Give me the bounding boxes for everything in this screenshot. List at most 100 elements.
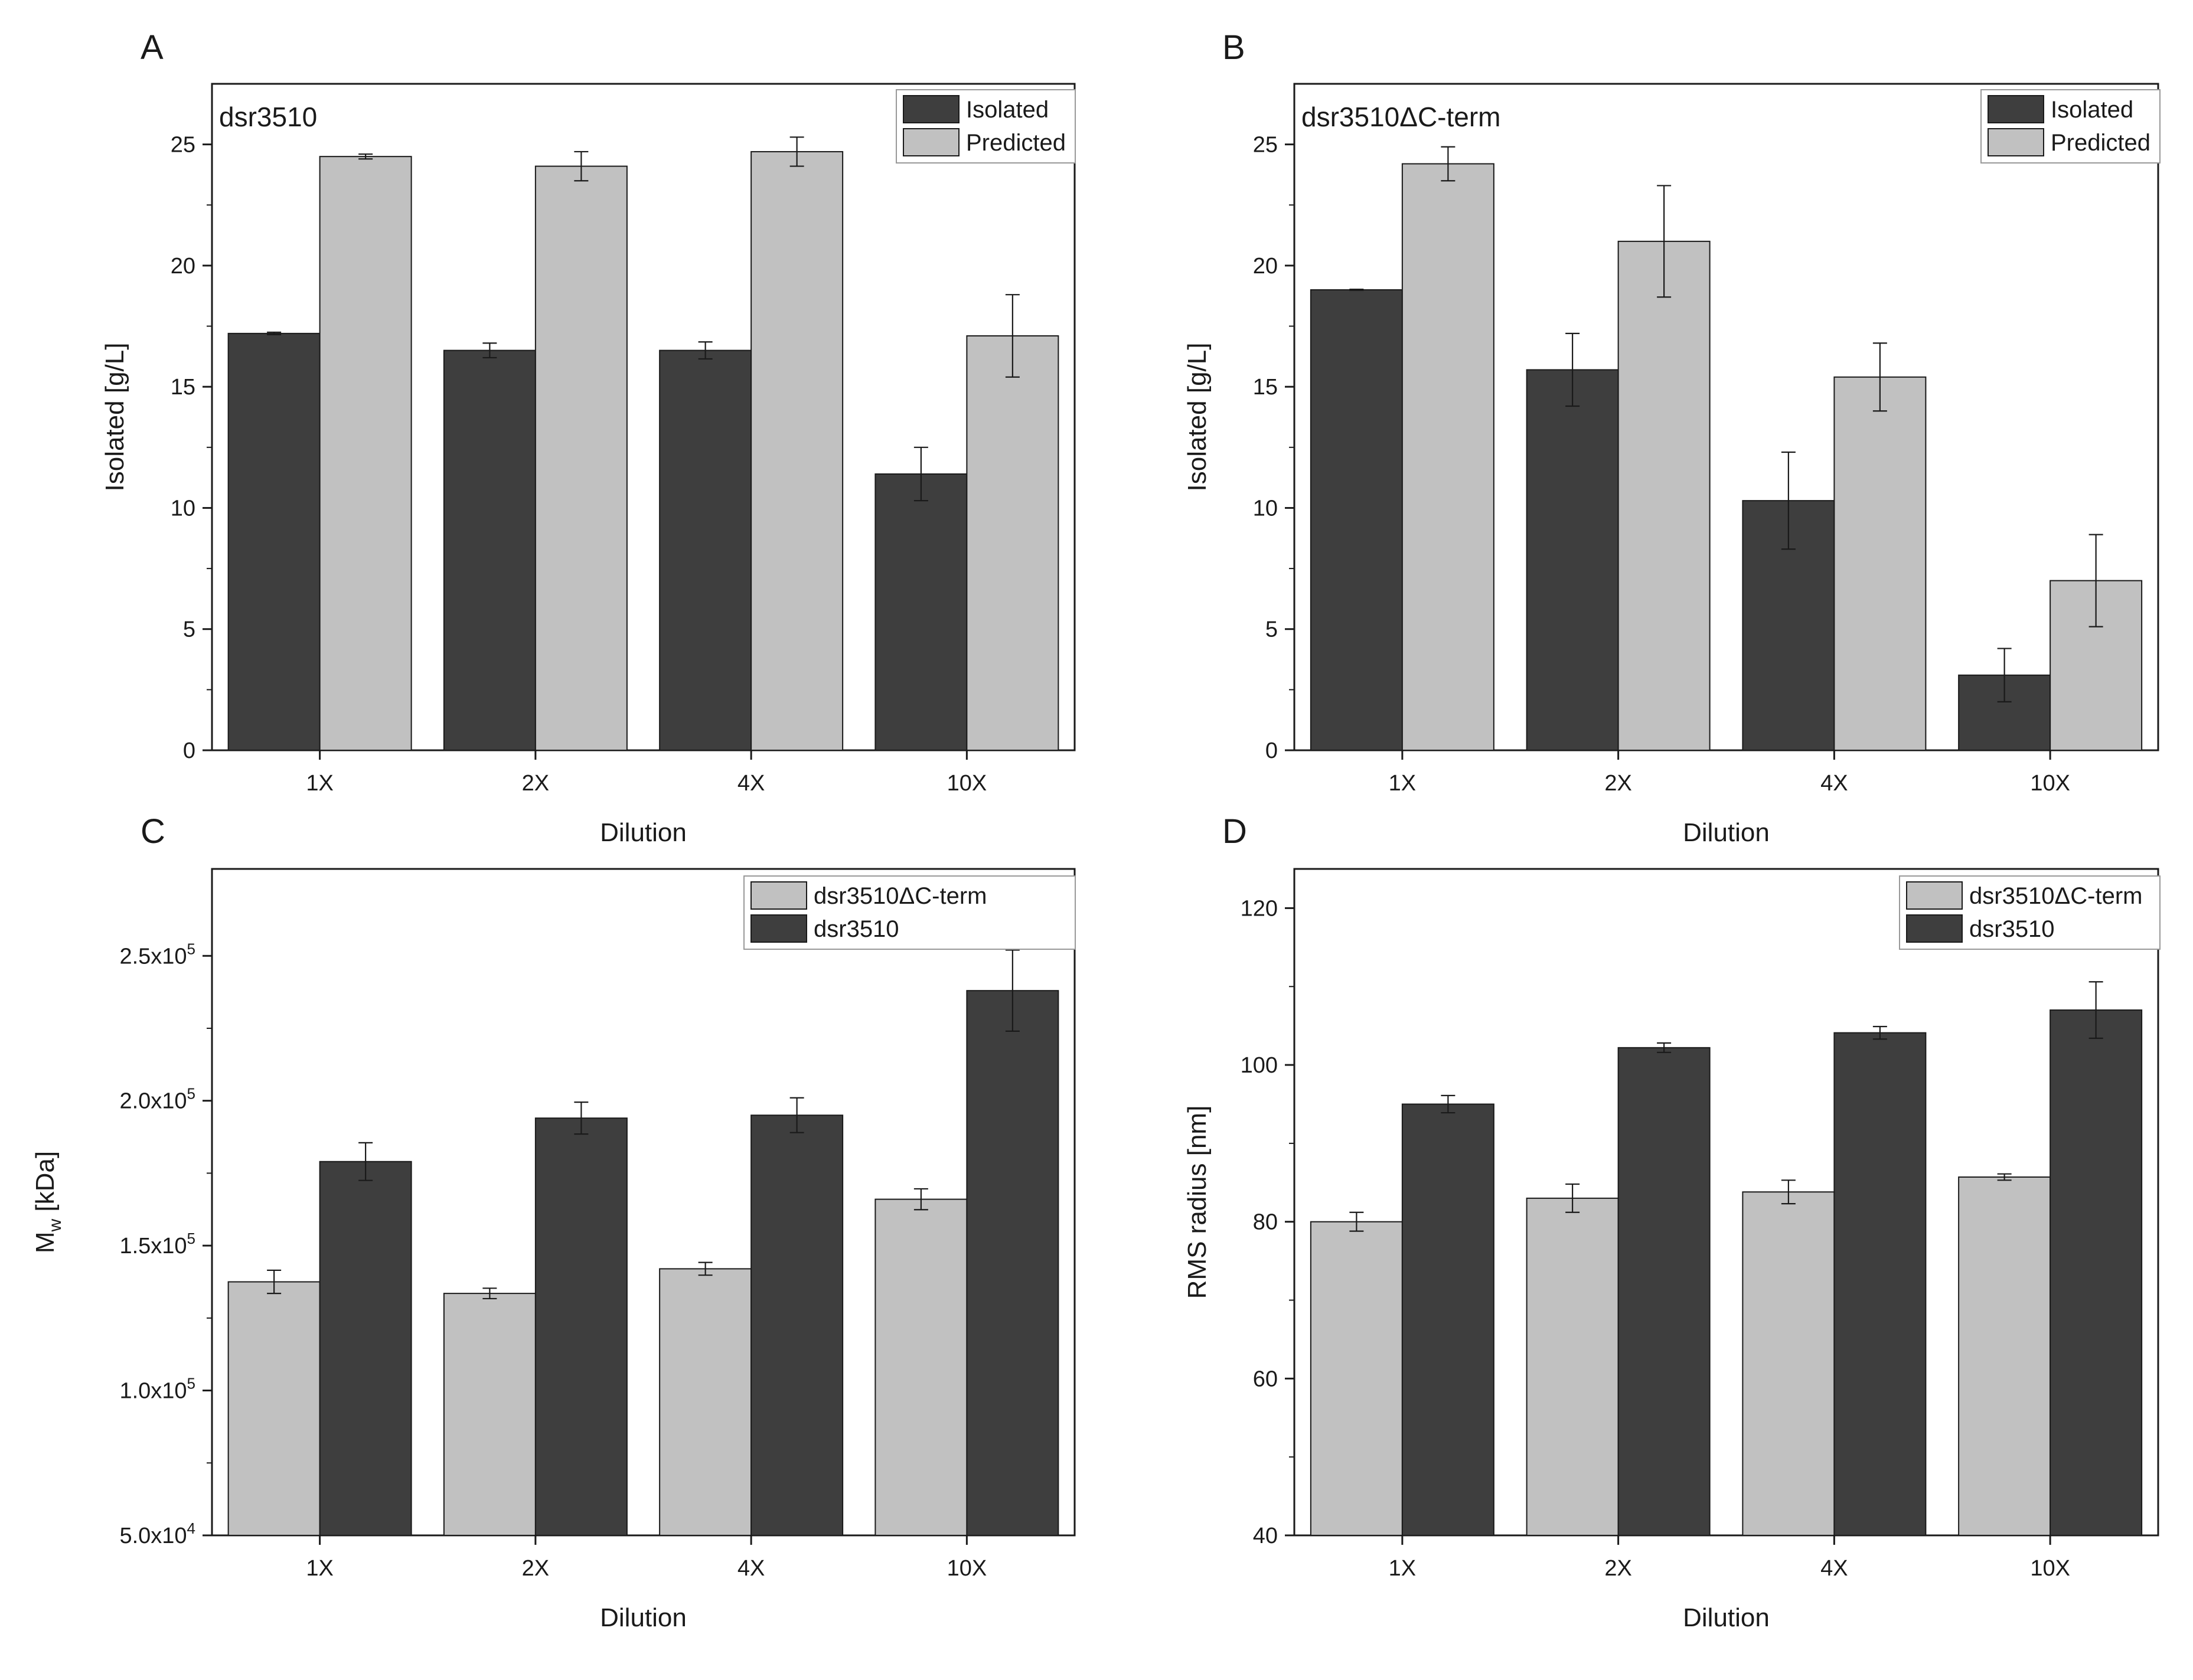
error-bar (267, 331, 282, 336)
legend-swatch (1988, 128, 2044, 156)
x-tick-label: 10X (947, 1556, 987, 1581)
legend-label: Isolated (2051, 97, 2133, 123)
y-tick-label: 1.0x105 (119, 1375, 195, 1404)
inset-title: dsr3510ΔC-term (1301, 102, 1501, 132)
error-bar (574, 151, 589, 182)
y-tick-label: 20 (171, 254, 195, 279)
y-axis-title-main: Isolated [g/L] (1183, 343, 1212, 492)
y-tick-mantissa: 2.0x10 (119, 1089, 187, 1114)
x-tick-label: 4X (1820, 1556, 1848, 1581)
legend: dsr3510ΔC-term dsr3510 (743, 875, 1076, 950)
bar-dsr3510-4x (1833, 1032, 1927, 1536)
y-tick-exponent: 5 (187, 940, 195, 957)
legend-swatch (903, 95, 960, 123)
x-tick-label: 1X (1389, 1556, 1416, 1581)
x-tick-label: 1X (306, 1556, 333, 1581)
y-axis-title: Mw [kDa] (31, 1151, 65, 1253)
y-tick-label: 1.5x105 (119, 1230, 195, 1259)
bar-dsr3510-10x (966, 990, 1059, 1536)
bar-predicted-2x (534, 165, 628, 751)
legend-label: dsr3510 (1969, 916, 2055, 942)
error-bar (1781, 1179, 1796, 1205)
legend-label: Predicted (966, 130, 1066, 156)
y-tick-label: 5 (183, 617, 195, 642)
x-tick-label: 10X (947, 771, 987, 796)
x-axis-title: Dilution (1683, 1603, 1770, 1632)
error-bar (1441, 1094, 1456, 1114)
legend-swatch (1906, 881, 1963, 910)
legend-label: dsr3510ΔC-term (814, 883, 987, 909)
legend-swatch (750, 914, 807, 943)
x-axis-title: Dilution (1683, 818, 1770, 847)
y-axis-title-unit: [kDa] (31, 1151, 60, 1219)
plot-frame (1293, 868, 2159, 1537)
legend-swatch (1988, 95, 2044, 123)
x-tick-label: 1X (1389, 771, 1416, 796)
y-axis-title: RMS radius [nm] (1183, 1106, 1212, 1299)
y-tick-label: 0 (183, 738, 195, 763)
bar-dsr3510-2x (1617, 1047, 1711, 1536)
bar-dsr3510-2x (534, 1117, 628, 1536)
y-axis-title-main: M (31, 1231, 60, 1253)
bar-isolated-1x (227, 332, 321, 751)
error-bar (698, 341, 713, 360)
y-tick-label: 5.0x104 (119, 1519, 195, 1548)
legend-label: Predicted (2051, 130, 2150, 156)
error-bar (1997, 648, 2012, 702)
error-bar (574, 1102, 589, 1135)
x-axis: 1X 2X 4X 10X Dilution (1389, 1535, 2070, 1632)
y-tick-label: 60 (1253, 1367, 1278, 1391)
panel-b: B 1X 2X 4X 10X Dilution 0 5 10 15 20 25 Isolated [g/… (1183, 28, 2161, 847)
bar-isolated-2x (443, 349, 536, 751)
error-bar (482, 342, 497, 359)
y-tick-exponent: 4 (187, 1519, 195, 1537)
x-axis-title: Dilution (600, 1603, 687, 1632)
bar-dsr3510-c-term-10x (874, 1198, 968, 1536)
x-tick-label: 2X (1604, 771, 1631, 796)
bar-predicted-4x (750, 151, 844, 751)
legend-label: dsr3510 (814, 916, 899, 942)
error-bar (358, 153, 373, 160)
error-bar (358, 1142, 373, 1181)
y-tick-label: 20 (1253, 254, 1278, 279)
y-tick-label: 0 (1265, 738, 1278, 763)
x-tick-label: 2X (522, 771, 549, 796)
panel-letter: C (141, 812, 165, 851)
panel-d: D 1X 2X 4X 10X Dilution 40 60 80 100 120 RMS radius… (1183, 812, 2161, 1632)
error-bar (1565, 332, 1580, 407)
legend-label: dsr3510ΔC-term (1969, 883, 2142, 909)
y-axis: 0 5 10 15 20 25 Isolated [g/L] (100, 133, 212, 763)
error-bar (1441, 146, 1456, 182)
y-tick-label: 40 (1253, 1524, 1278, 1548)
bar-dsr3510-4x (750, 1114, 844, 1536)
bar-predicted-1x (319, 156, 412, 751)
error-bar (789, 136, 804, 167)
bar-predicted-2x (1617, 240, 1711, 751)
bar-dsr3510-c-term-4x (1742, 1191, 1835, 1536)
x-tick-label: 4X (737, 1556, 765, 1581)
bar-predicted-4x (1833, 376, 1927, 751)
x-axis: 1X 2X 4X 10X Dilution (306, 750, 987, 847)
y-tick-label: 100 (1241, 1053, 1278, 1078)
panel-letter: A (141, 28, 164, 67)
bar-dsr3510-c-term-10x (1958, 1176, 2051, 1536)
legend: Isolated Predicted (1980, 89, 2161, 164)
error-bar (1005, 949, 1020, 1032)
panel-letter: D (1222, 812, 1247, 851)
y-tick-label: 25 (1253, 133, 1278, 158)
error-bar (1349, 289, 1364, 291)
plot-frame (211, 868, 1076, 1537)
bar-dsr3510-c-term-4x (659, 1268, 752, 1536)
bar-isolated-2x (1526, 369, 1619, 751)
y-tick-label: 25 (171, 133, 195, 158)
panel-c: C1X 2X 4X 10XDilution5.0x1041.0x1051.5x1052… (31, 812, 1076, 1632)
panel-letter: B (1222, 28, 1245, 67)
y-tick-exponent: 5 (187, 1085, 195, 1103)
y-axis-title-main: RMS radius [nm] (1183, 1106, 1212, 1299)
error-bar (1657, 1042, 1672, 1053)
y-tick-label: 5 (1265, 617, 1278, 642)
y-tick-mantissa: 1.5x10 (119, 1234, 187, 1259)
error-bar (1997, 1173, 2012, 1181)
